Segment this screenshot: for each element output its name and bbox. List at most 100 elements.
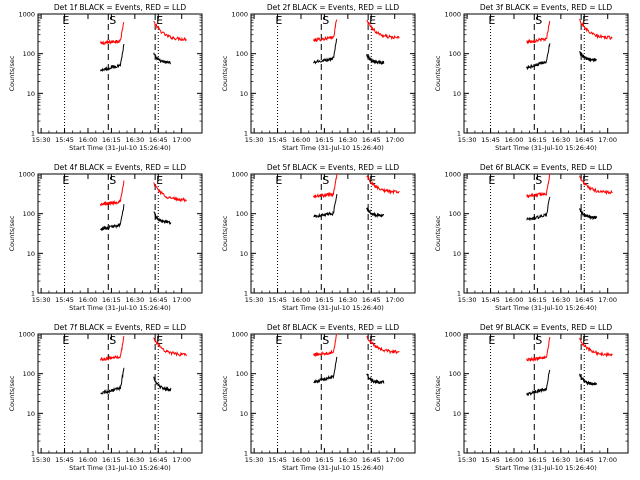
x-tick-label: 15:30 [458,136,477,144]
panel-title: Det 3f BLACK = Events, RED = LLD [480,3,613,12]
y-tick-label: 1 [457,130,461,138]
plot-frame [463,13,629,134]
plot-frame [250,13,416,134]
x-tick-label: 16:15 [528,296,547,304]
x-axis-label: Start Time (31-Jul-10 15:26:40) [495,144,597,152]
x-tick-label: 16:00 [505,296,524,304]
panel-5: Det 5f BLACK = Events, RED = LLD 1 10 100 10… [221,163,416,312]
panel-6: Det 6f BLACK = Events, RED = LLD 1 10 100 10… [434,163,629,312]
event-marker: S [535,334,542,347]
event-marker: E [62,14,69,27]
x-tick-label: 15:45 [481,456,500,464]
lld-series-line [366,19,400,41]
x-tick-label: 15:30 [245,296,264,304]
panel-title: Det 2f BLACK = Events, RED = LLD [267,3,400,12]
y-tick-label: 1000 [18,171,35,179]
events-series-line [153,376,172,392]
plot-frame [463,173,629,294]
y-axis-label: Counts/sec [434,55,442,91]
event-marker: S [109,174,116,187]
lld-series-line [526,20,551,45]
event-marker: E [62,334,69,347]
x-tick-label: 15:30 [32,136,51,144]
event-marker: E [369,14,376,27]
events-series-line [100,43,125,73]
panel-title: Det 7f BLACK = Events, RED = LLD [54,323,187,332]
x-tick-label: 16:15 [528,136,547,144]
x-tick-label: 15:45 [481,136,500,144]
lld-series-line [526,337,551,363]
lld-series-line [579,337,613,358]
x-tick-label: 16:00 [292,456,311,464]
y-tick-label: 1000 [444,11,461,19]
events-series-line [366,54,385,65]
y-tick-label: 10 [27,250,35,258]
x-tick-label: 16:15 [102,136,121,144]
x-tick-label: 16:45 [575,296,594,304]
x-tick-label: 15:30 [458,456,477,464]
events-series-line [313,38,338,65]
panel-title: Det 4f BLACK = Events, RED = LLD [54,163,187,172]
event-marker: E [275,14,282,27]
x-axis-label: Start Time (31-Jul-10 15:26:40) [282,304,384,312]
x-tick-label: 16:15 [102,296,121,304]
lld-series-line [100,180,125,207]
x-tick-label: 16:30 [338,456,357,464]
y-axis-label: Counts/sec [434,215,442,251]
x-tick-label: 17:00 [598,456,617,464]
y-tick-label: 100 [23,210,35,218]
lld-series-line [313,333,338,357]
x-tick-label: 16:30 [338,296,357,304]
x-tick-label: 17:00 [385,296,404,304]
panel-1: Det 1f BLACK = Events, RED = LLD 1 10 100 10… [8,3,203,152]
y-tick-label: 1000 [444,171,461,179]
x-tick-label: 15:45 [481,296,500,304]
x-tick-label: 16:00 [505,456,524,464]
x-tick-label: 15:30 [32,296,51,304]
x-axis-label: Start Time (31-Jul-10 15:26:40) [69,144,171,152]
lld-series-line [366,175,400,195]
x-tick-label: 16:45 [575,456,594,464]
x-tick-label: 16:30 [125,456,144,464]
event-marker: E [369,334,376,347]
event-marker: S [322,14,329,27]
x-tick-label: 16:15 [528,456,547,464]
event-marker: E [582,174,589,187]
plot-frame [463,333,629,454]
y-tick-label: 100 [23,50,35,58]
x-tick-label: 16:30 [125,296,144,304]
event-marker: E [62,174,69,187]
panel-7: Det 7f BLACK = Events, RED = LLD 1 10 100 10… [8,323,203,472]
lld-series-line [313,173,338,199]
y-tick-label: 1 [31,290,35,298]
x-tick-label: 17:00 [172,136,191,144]
event-marker: E [156,174,163,187]
y-tick-label: 1000 [231,171,248,179]
y-tick-label: 100 [449,210,461,218]
x-tick-label: 15:30 [245,456,264,464]
x-axis-label: Start Time (31-Jul-10 15:26:40) [69,304,171,312]
events-series-line [153,211,172,225]
y-axis-label: Counts/sec [221,215,229,251]
plot-frame [37,333,203,454]
y-tick-label: 100 [23,370,35,378]
y-axis-label: Counts/sec [8,215,16,251]
x-tick-label: 16:15 [315,456,334,464]
event-marker: E [156,14,163,27]
x-tick-label: 16:00 [79,456,98,464]
x-tick-label: 16:45 [362,296,381,304]
y-tick-label: 1000 [18,11,35,19]
y-tick-label: 1000 [231,331,248,339]
lld-series-line [100,21,125,46]
x-tick-label: 15:45 [268,296,287,304]
lld-series-line [313,19,338,43]
event-marker: S [535,14,542,27]
y-axis-label: Counts/sec [8,55,16,91]
events-series-line [526,196,551,221]
x-tick-label: 15:45 [268,136,287,144]
events-series-line [153,52,172,65]
panel-title: Det 9f BLACK = Events, RED = LLD [480,323,613,332]
y-tick-label: 10 [453,250,461,258]
x-tick-label: 16:30 [551,456,570,464]
